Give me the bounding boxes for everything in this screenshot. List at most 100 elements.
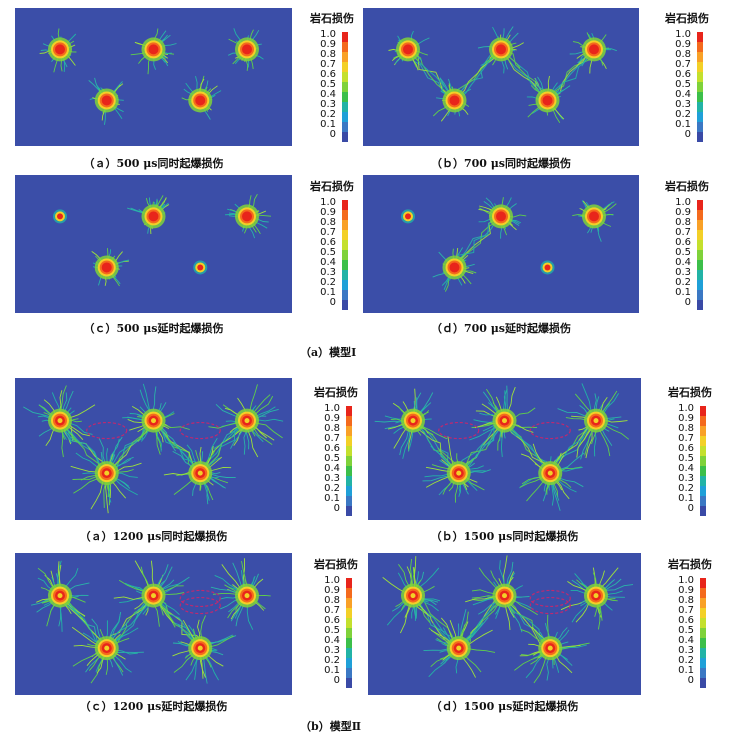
blast-hole-core — [104, 470, 110, 476]
blast-hole-core — [410, 593, 416, 599]
blast-hole — [589, 44, 599, 55]
blast-hole — [195, 95, 206, 106]
colorbar-tick-label: 0.3 — [675, 99, 691, 110]
highlight-ellipse — [86, 421, 128, 440]
group-caption-model2: （b）模型Ⅱ — [300, 720, 361, 733]
colorbar-segment — [700, 506, 706, 516]
connecting-crack — [458, 417, 510, 474]
blast-hole — [589, 211, 599, 222]
colorbar-segment — [342, 122, 348, 132]
colorbar-tick-label: 1.0 — [675, 197, 691, 208]
colorbar-segment — [346, 506, 352, 516]
colorbar-segment — [700, 598, 706, 608]
colorbar-tick-label: 0.9 — [678, 585, 694, 596]
colorbar-segment — [342, 240, 348, 250]
colorbar-tick-label: 0.7 — [324, 433, 340, 444]
rock-background — [15, 175, 292, 313]
colorbar-segment — [700, 628, 706, 638]
colorbar-segment — [700, 446, 706, 456]
colorbar-title: 岩石损伤 — [665, 12, 709, 25]
blast-hole-core — [547, 470, 553, 476]
blast-hole-core — [410, 418, 416, 424]
colorbar-segment — [700, 618, 706, 628]
colorbar-segment — [700, 486, 706, 496]
colorbar-tick-label: 0.1 — [324, 665, 340, 676]
colorbar-segment — [697, 290, 703, 300]
colorbar-tick-label: 0.5 — [678, 453, 694, 464]
colorbar-segment — [697, 42, 703, 52]
colorbar-segment — [346, 476, 352, 486]
colorbar-segment — [697, 220, 703, 230]
colorbar-tick-label: 0 — [687, 675, 694, 686]
blast-hole-core — [197, 645, 203, 651]
caption-m1a: （ａ）500 μs同时起爆损伤 — [83, 157, 224, 170]
colorbar-segment — [697, 240, 703, 250]
highlight-ellipse — [179, 596, 221, 615]
undetonated-hole — [57, 213, 63, 220]
blast-hole-core — [456, 470, 462, 476]
colorbar-segment — [700, 588, 706, 598]
colorbar-tick-label: 1.0 — [678, 575, 694, 586]
colorbar-segment — [346, 406, 352, 416]
connecting-crack — [412, 595, 456, 649]
highlight-ellipse — [438, 421, 480, 440]
colorbar-strip — [697, 200, 703, 310]
colorbar-segment — [697, 260, 703, 270]
colorbar-segment — [342, 290, 348, 300]
blast-hole-core — [197, 470, 203, 476]
colorbar-tick-label: 0.6 — [324, 443, 340, 454]
blast-hole — [496, 211, 506, 222]
colorbar-segment — [342, 32, 348, 42]
colorbar-title: 岩石损伤 — [668, 558, 712, 571]
colorbar-tick-label: 0.7 — [678, 433, 694, 444]
colorbar-tick-label: 0.7 — [320, 59, 336, 70]
colorbar-tick-label: 0.1 — [678, 665, 694, 676]
rock-background — [15, 8, 292, 146]
colorbar-title: 岩石损伤 — [665, 180, 709, 193]
colorbar-tick-label: 0.1 — [675, 287, 691, 298]
colorbar-segment — [342, 230, 348, 240]
caption-m2b: （ｂ）1500 μs同时起爆损伤 — [430, 530, 579, 543]
colorbar-segment — [697, 132, 703, 142]
colorbar-segment — [346, 416, 352, 426]
connecting-crack — [458, 594, 505, 649]
rock-background — [363, 8, 639, 146]
colorbar-tick-label: 1.0 — [678, 403, 694, 414]
colorbar-segment — [342, 112, 348, 122]
colorbar-tick-label: 0.8 — [324, 423, 340, 434]
colorbar-title: 岩石损伤 — [668, 386, 712, 399]
colorbar-tick-label: 0.6 — [324, 615, 340, 626]
panel-m1b — [363, 8, 639, 146]
damage-map-m1b — [363, 8, 639, 146]
colorbar-title: 岩石损伤 — [310, 12, 354, 25]
blast-hole-core — [104, 645, 110, 651]
colorbar-segment — [346, 598, 352, 608]
colorbar-tick-label: 1.0 — [320, 29, 336, 40]
colorbar-tick-label: 0.7 — [678, 605, 694, 616]
blast-hole — [542, 95, 553, 106]
colorbar-tick-label: 0.6 — [675, 69, 691, 80]
colorbar-segment — [346, 456, 352, 466]
colorbar-tick-label: 0.4 — [320, 89, 336, 100]
blast-hole — [101, 262, 112, 273]
blast-hole — [403, 44, 413, 55]
colorbar-strip — [700, 406, 706, 516]
highlight-ellipse — [529, 596, 571, 615]
rock-background — [15, 553, 292, 695]
colorbar-segment — [697, 112, 703, 122]
connecting-crack — [106, 420, 158, 474]
colorbar-tick-label: 0.7 — [324, 605, 340, 616]
colorbar-segment — [697, 122, 703, 132]
colorbar-segment — [700, 416, 706, 426]
colorbar-tick-label: 0.7 — [675, 227, 691, 238]
colorbar-tick-label: 0.1 — [320, 287, 336, 298]
connecting-crack — [106, 421, 151, 474]
colorbar-tick-label: 0.5 — [324, 453, 340, 464]
colorbar-segment — [346, 658, 352, 668]
colorbar-tick-label: 0.8 — [678, 423, 694, 434]
colorbar-tick-label: 0.3 — [675, 267, 691, 278]
colorbar-segment — [697, 92, 703, 102]
colorbar-tick-label: 1.0 — [675, 29, 691, 40]
colorbar-tick-label: 0.9 — [320, 39, 336, 50]
colorbar-tick-label: 0.5 — [678, 625, 694, 636]
